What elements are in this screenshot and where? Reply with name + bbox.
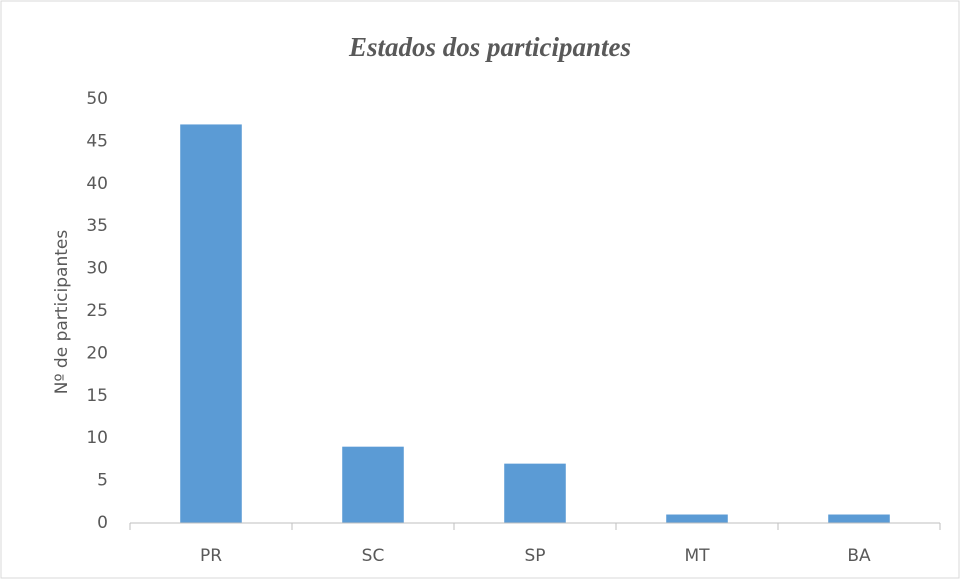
- x-tick-label: BA: [847, 546, 871, 566]
- y-tick-label: 5: [97, 471, 108, 491]
- bar: [342, 446, 404, 523]
- bar: [180, 124, 242, 523]
- x-tick-label: MT: [684, 546, 710, 566]
- y-tick-label: 10: [86, 428, 108, 448]
- y-tick-label: 40: [86, 174, 108, 194]
- chart-title: Estados dos participantes: [348, 32, 631, 62]
- y-tick-label: 0: [97, 513, 108, 533]
- x-tick-label: PR: [200, 546, 222, 566]
- y-tick-label: 30: [86, 259, 108, 279]
- y-tick-label: 15: [86, 386, 108, 406]
- x-tick-label: SP: [524, 546, 545, 566]
- x-tick-label: SC: [362, 546, 385, 566]
- y-tick-label: 20: [86, 343, 108, 363]
- bar: [504, 463, 566, 523]
- y-tick-label: 45: [86, 131, 108, 151]
- y-tick-label: 25: [86, 301, 108, 321]
- bar: [666, 514, 728, 523]
- bar: [828, 514, 890, 523]
- y-axis-label: Nº de participantes: [52, 230, 72, 395]
- y-tick-label: 35: [86, 216, 108, 236]
- y-tick-label: 50: [86, 89, 108, 109]
